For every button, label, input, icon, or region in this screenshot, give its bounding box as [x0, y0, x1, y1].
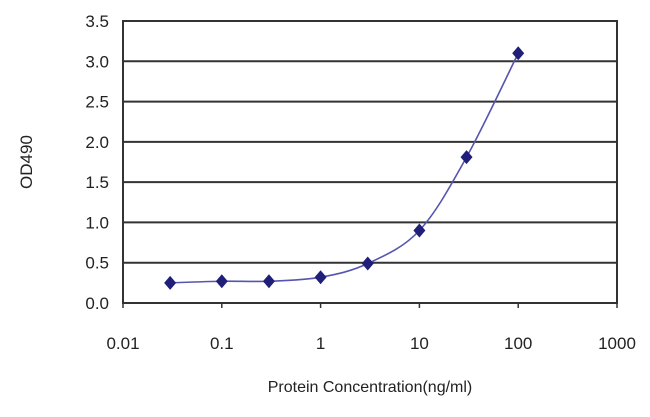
- y-tick-label: 0.0: [85, 294, 109, 313]
- y-tick-label: 2.5: [85, 93, 109, 112]
- plot-area: [122, 20, 618, 304]
- data-point: [164, 275, 177, 290]
- x-tick-label: 0.1: [210, 334, 234, 353]
- x-axis-label: Protein Concentration(ng/ml): [268, 379, 473, 396]
- data-point: [215, 274, 228, 289]
- data-point: [512, 46, 525, 61]
- x-tick-label: 0.01: [106, 334, 139, 353]
- x-tick-label: 10: [410, 334, 429, 353]
- gridlines: [123, 20, 617, 304]
- x-axis: 0.01 0.1 1 10 100 1000: [106, 303, 636, 353]
- y-tick-label: 1.5: [85, 173, 109, 192]
- data-point: [262, 274, 275, 289]
- data-points: [164, 46, 525, 290]
- data-point: [361, 256, 374, 271]
- series-line: [170, 52, 519, 284]
- y-tick-label: 1.0: [85, 213, 109, 232]
- x-tick-label: 1: [316, 334, 325, 353]
- data-point: [413, 223, 426, 238]
- y-axis-label: OD490: [17, 135, 36, 189]
- y-tick-label: 3.0: [85, 52, 109, 71]
- y-tick-label: 0.5: [85, 254, 109, 273]
- x-tick-label: 100: [504, 334, 532, 353]
- y-tick-label: 2.0: [85, 133, 109, 152]
- x-tick-label: 1000: [598, 334, 636, 353]
- y-axis: 0.0 0.5 1.0 1.5 2.0 2.5 3.0 3.5: [85, 12, 109, 313]
- data-point: [314, 270, 327, 285]
- y-tick-label: 3.5: [85, 12, 109, 31]
- data-point: [460, 150, 473, 165]
